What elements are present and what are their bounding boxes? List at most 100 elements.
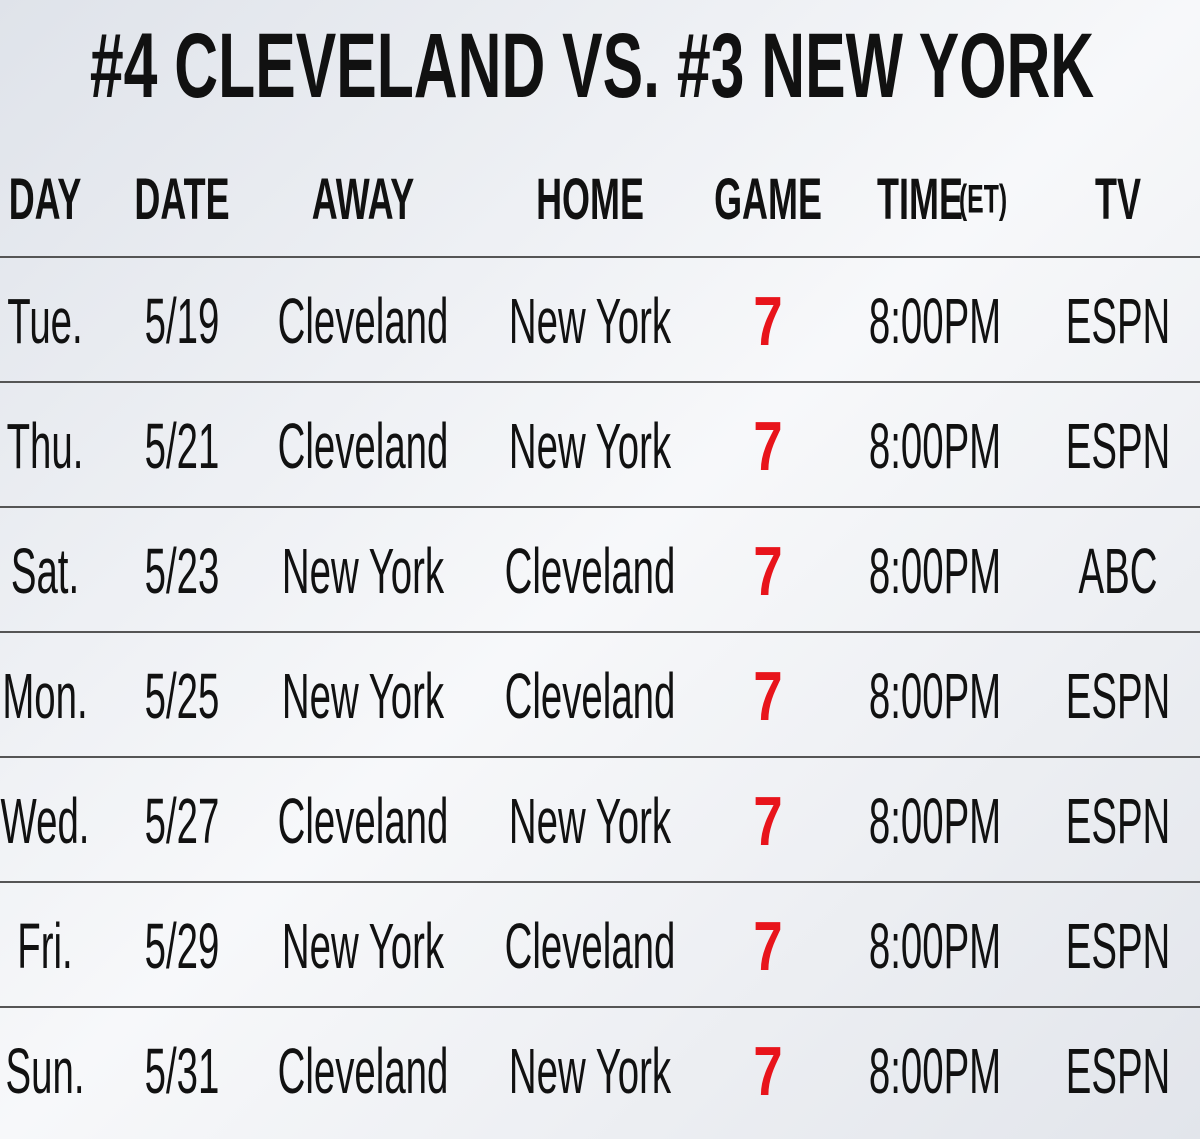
home: Cleveland	[505, 536, 676, 608]
header-time-unit: (ET)	[959, 178, 1007, 222]
time: 8:00PM	[869, 911, 1001, 983]
date-group: 5/27	[145, 786, 220, 858]
tv: ESPN	[1066, 786, 1171, 858]
time: 8:00PM	[869, 786, 1001, 858]
day: Fri.	[17, 911, 72, 983]
game-group: 7	[753, 1033, 782, 1111]
time-group: 8:00PM	[869, 411, 1001, 483]
away-group: New York	[282, 661, 445, 733]
home: New York	[509, 786, 672, 858]
tv-group: ESPN	[1066, 286, 1171, 358]
tv-group: ESPN	[1066, 911, 1171, 983]
away: Cleveland	[278, 786, 449, 858]
header-time-group: TIME	[877, 168, 963, 233]
away: Cleveland	[278, 286, 449, 358]
away-group: Cleveland	[278, 411, 449, 483]
day-group: Fri.	[17, 911, 72, 983]
tv: ESPN	[1066, 286, 1171, 358]
header-tv-group: TV	[1095, 168, 1141, 233]
day: Wed.	[1, 786, 90, 858]
title: #4 CLEVELAND VS. #3 NEW YORK	[90, 13, 1094, 117]
away: New York	[282, 536, 445, 608]
game: 7	[753, 908, 782, 986]
title-group: #4 CLEVELAND VS. #3 NEW YORK	[90, 13, 1094, 117]
header-away-group: AWAY	[312, 168, 415, 233]
home: Cleveland	[505, 911, 676, 983]
date: 5/25	[145, 661, 220, 733]
home: New York	[509, 1036, 672, 1108]
date: 5/29	[145, 911, 220, 983]
header-home: HOME	[536, 168, 644, 233]
game-group: 7	[753, 783, 782, 861]
date: 5/23	[145, 536, 220, 608]
away-group: Cleveland	[278, 1036, 449, 1108]
tv: ABC	[1079, 536, 1158, 608]
time-group: 8:00PM	[869, 286, 1001, 358]
header-tv: TV	[1095, 168, 1141, 233]
header-day-group: DAY	[9, 168, 82, 233]
tv: ESPN	[1066, 661, 1171, 733]
time: 8:00PM	[869, 1036, 1001, 1108]
date: 5/31	[145, 1036, 220, 1108]
header-time: TIME	[877, 168, 963, 233]
game-group: 7	[753, 658, 782, 736]
game-group: 7	[753, 408, 782, 486]
day-group: Thu.	[7, 411, 84, 483]
time: 8:00PM	[869, 411, 1001, 483]
home-group: Cleveland	[505, 911, 676, 983]
date-group: 5/25	[145, 661, 220, 733]
header-home-group: HOME	[536, 168, 644, 233]
home-group: New York	[509, 786, 672, 858]
header-game-group: GAME	[714, 168, 822, 233]
away-group: Cleveland	[278, 786, 449, 858]
tv-group: ESPN	[1066, 1036, 1171, 1108]
away: Cleveland	[278, 411, 449, 483]
tv: ESPN	[1066, 411, 1171, 483]
game: 7	[753, 658, 782, 736]
home-group: Cleveland	[505, 661, 676, 733]
date: 5/21	[145, 411, 220, 483]
header-date: DATE	[134, 168, 229, 233]
date-group: 5/29	[145, 911, 220, 983]
home: New York	[509, 411, 672, 483]
home: Cleveland	[505, 661, 676, 733]
away-group: New York	[282, 911, 445, 983]
away-group: Cleveland	[278, 286, 449, 358]
time: 8:00PM	[869, 286, 1001, 358]
home-group: New York	[509, 1036, 672, 1108]
day: Tue.	[7, 286, 82, 358]
away: New York	[282, 661, 445, 733]
time-group: 8:00PM	[869, 911, 1001, 983]
game-group: 7	[753, 533, 782, 611]
game: 7	[753, 1033, 782, 1111]
game: 7	[753, 283, 782, 361]
away: Cleveland	[278, 1036, 449, 1108]
game: 7	[753, 408, 782, 486]
header-day: DAY	[9, 168, 82, 233]
tv-group: ABC	[1079, 536, 1158, 608]
home-group: Cleveland	[505, 536, 676, 608]
day: Sat.	[11, 536, 79, 608]
time: 8:00PM	[869, 661, 1001, 733]
tv: ESPN	[1066, 911, 1171, 983]
date-group: 5/23	[145, 536, 220, 608]
date-group: 5/19	[145, 286, 220, 358]
time: 8:00PM	[869, 536, 1001, 608]
tv-group: ESPN	[1066, 786, 1171, 858]
date-group: 5/21	[145, 411, 220, 483]
day-group: Sat.	[11, 536, 79, 608]
tv: ESPN	[1066, 1036, 1171, 1108]
time-group: 8:00PM	[869, 1036, 1001, 1108]
tv-group: ESPN	[1066, 411, 1171, 483]
away-group: New York	[282, 536, 445, 608]
game-group: 7	[753, 283, 782, 361]
header-time-unit-group: (ET)	[959, 178, 1007, 222]
day-group: Tue.	[7, 286, 82, 358]
day: Sun.	[6, 1036, 85, 1108]
row-dividers	[0, 256, 1200, 1008]
home-group: New York	[509, 286, 672, 358]
time-group: 8:00PM	[869, 786, 1001, 858]
header-date-group: DATE	[134, 168, 229, 233]
